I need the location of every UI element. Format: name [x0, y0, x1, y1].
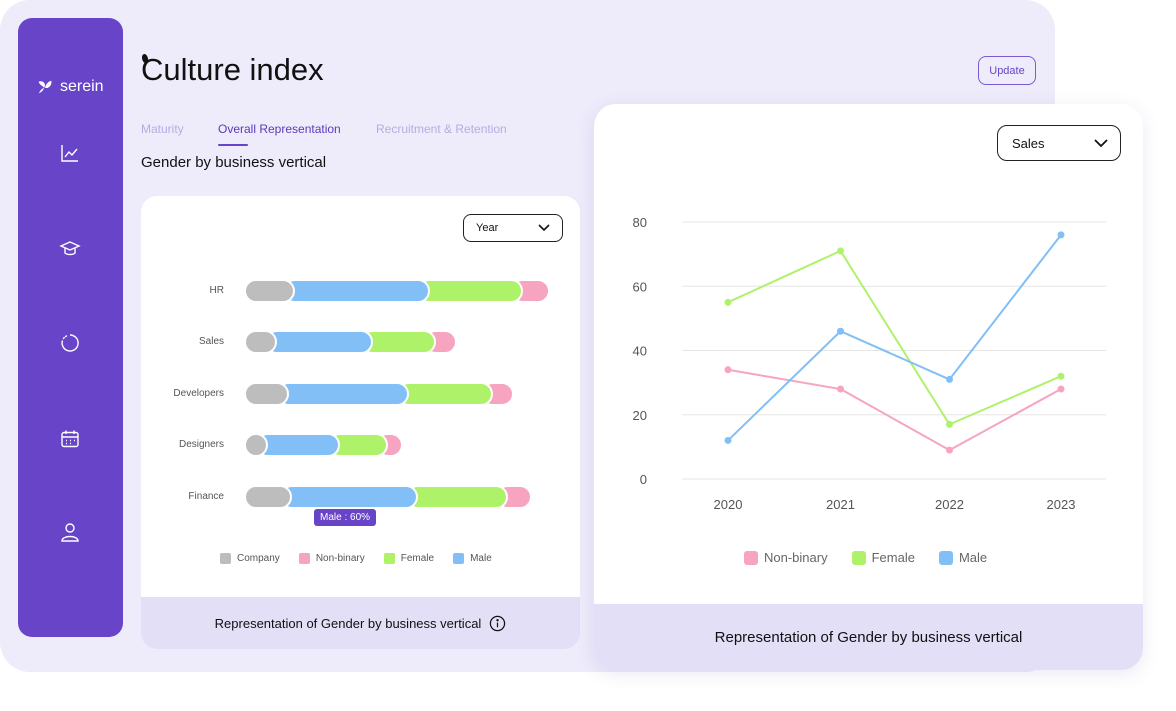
- y-tick-label: 80: [633, 215, 647, 230]
- bar-card-footer-text: Representation of Gender by business ver…: [214, 615, 482, 631]
- sidebar: serein: [18, 18, 123, 637]
- trend-chart-icon[interactable]: [59, 142, 81, 164]
- bar-chart-card: Year HR Sales Developers Designers Finance M…: [141, 196, 580, 649]
- progress-ring-icon[interactable]: [59, 332, 81, 354]
- legend-swatch: [453, 553, 465, 564]
- y-tick-label: 20: [633, 408, 647, 423]
- brand-name: serein: [60, 78, 104, 95]
- year-select-value: Year: [476, 222, 499, 234]
- bar-segment-male[interactable]: [265, 330, 373, 355]
- legend-swatch: [298, 553, 310, 564]
- bar-segment-company[interactable]: [244, 484, 292, 509]
- chevron-down-icon: [538, 224, 550, 232]
- line-card-footer-text: Representation of Gender by business ver…: [714, 628, 1023, 646]
- legend-swatch: [938, 550, 953, 565]
- legend-label: Non-binary: [315, 553, 365, 564]
- section-title: Gender by business vertical: [141, 154, 327, 171]
- line-chart: 0 20 40 60 80 2020 2021 2022 2023: [633, 215, 1106, 512]
- tab-recruitment-retention[interactable]: Recruitment & Retention: [376, 122, 507, 136]
- legend-label: Female: [400, 553, 435, 564]
- graduation-cap-icon[interactable]: [59, 237, 81, 259]
- y-tick-label: 60: [633, 279, 647, 294]
- x-tick-label: 2020: [714, 497, 743, 512]
- chevron-down-icon: [1094, 138, 1108, 147]
- legend-item-company: Company: [220, 553, 280, 564]
- vertical-select[interactable]: Sales: [997, 125, 1121, 161]
- legend-item-male: Male: [938, 550, 988, 565]
- bar-segment-female[interactable]: [406, 484, 508, 509]
- calendar-icon[interactable]: [59, 428, 81, 450]
- legend-swatch: [220, 553, 231, 564]
- legend-item-female: Female: [851, 550, 915, 565]
- info-icon[interactable]: [489, 615, 506, 632]
- series-line-non-binary: [727, 368, 1062, 452]
- x-tick-label: 2021: [826, 497, 855, 512]
- legend-item-non-binary: Non-binary: [298, 553, 365, 564]
- bar-segment-male[interactable]: [256, 433, 340, 458]
- data-point-male[interactable]: [1057, 231, 1065, 239]
- tab-overall-representation[interactable]: Overall Representation: [218, 122, 341, 136]
- data-point-female[interactable]: [1057, 372, 1065, 380]
- series-line-female: [727, 249, 1062, 426]
- bar-category-label: Designers: [178, 439, 224, 451]
- legend-swatch: [744, 550, 758, 565]
- legend-swatch: [851, 550, 866, 565]
- line-chart-legend: Non-binary Female Male: [744, 550, 987, 565]
- bar-segment-female[interactable]: [418, 279, 523, 303]
- legend-item-female: Female: [383, 553, 435, 564]
- bar-category-label: Sales: [198, 336, 224, 348]
- bar-category-label: Finance: [188, 490, 224, 502]
- bar-segment-male[interactable]: [280, 484, 418, 509]
- active-tab-indicator: [218, 144, 248, 146]
- data-point-non-binary[interactable]: [1057, 385, 1065, 393]
- update-button[interactable]: Update: [978, 56, 1036, 85]
- legend-item-non-binary: Non-binary: [744, 550, 828, 565]
- line-card-footer: Representation of Gender by business ver…: [594, 604, 1143, 670]
- bar-card-footer: Representation of Gender by business ver…: [141, 597, 580, 649]
- bar-segment-company[interactable]: [244, 433, 268, 458]
- app-window: serein Culture index Update Maturity Ove…: [0, 0, 1143, 672]
- legend-label: Female: [871, 550, 915, 565]
- legend-item-male: Male: [453, 553, 492, 564]
- vertical-select-value: Sales: [1012, 135, 1045, 151]
- bar-segment-company[interactable]: [244, 381, 289, 406]
- x-tick-label: 2023: [1047, 497, 1076, 512]
- bar-segment-company[interactable]: [244, 330, 277, 355]
- user-icon[interactable]: [59, 521, 81, 543]
- line-chart-card: Sales 0 20 40 60 80 2020 2021 2022 2023 Non-bina…: [594, 104, 1143, 670]
- data-point-female[interactable]: [837, 247, 844, 255]
- data-point-female[interactable]: [946, 420, 953, 428]
- bar-segment-female[interactable]: [397, 381, 493, 406]
- data-point-non-binary[interactable]: [837, 385, 844, 393]
- bar-tooltip: Male : 60%: [314, 505, 377, 526]
- data-point-female[interactable]: [724, 298, 732, 306]
- legend-swatch: [383, 553, 395, 564]
- page-title: Culture index: [141, 52, 324, 87]
- bar-segment-male[interactable]: [283, 279, 430, 303]
- legend-label: Male: [470, 553, 492, 564]
- data-point-male[interactable]: [837, 327, 844, 335]
- legend-label: Company: [237, 553, 280, 564]
- data-point-male[interactable]: [946, 375, 953, 383]
- legend-label: Male: [958, 550, 988, 565]
- bar-category-label: Developers: [173, 387, 224, 399]
- data-point-non-binary[interactable]: [724, 366, 732, 374]
- bar-segment-company[interactable]: [244, 279, 295, 303]
- year-select[interactable]: Year: [463, 214, 563, 242]
- tab-maturity[interactable]: Maturity: [141, 122, 184, 136]
- y-tick-label: 0: [640, 472, 647, 487]
- bar-segment-female[interactable]: [361, 330, 436, 355]
- data-point-male[interactable]: [724, 436, 732, 444]
- brand-logo[interactable]: serein: [36, 78, 104, 96]
- serein-logo-icon: [38, 80, 52, 94]
- y-tick-label: 40: [633, 344, 647, 359]
- series-line-male: [727, 234, 1062, 442]
- x-tick-label: 2022: [935, 497, 964, 512]
- bar-chart-legend: Company Non-binary Female Male: [220, 553, 492, 564]
- data-point-non-binary[interactable]: [946, 446, 953, 454]
- bar-category-label: HR: [209, 285, 224, 296]
- bar-segment-male[interactable]: [277, 381, 409, 406]
- legend-label: Non-binary: [764, 550, 828, 565]
